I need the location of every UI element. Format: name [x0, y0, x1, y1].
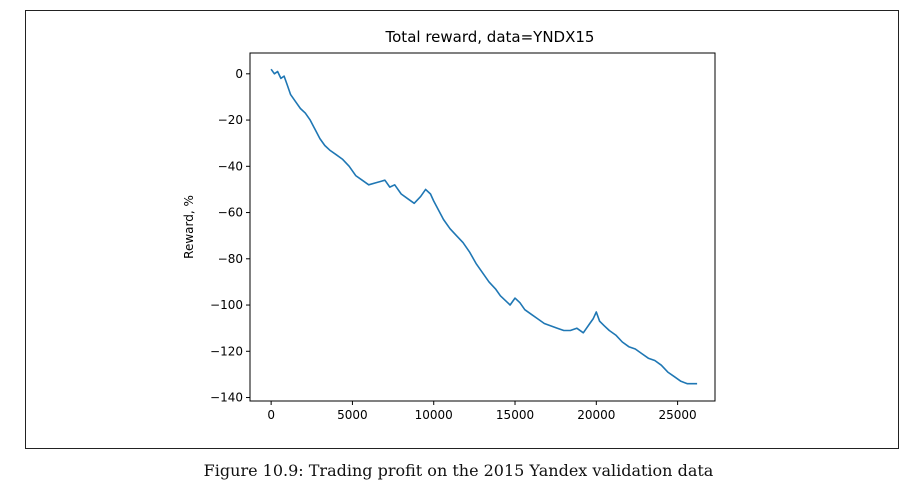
y-tick-label: 0: [235, 67, 243, 81]
x-tick-label: 10000: [415, 408, 453, 422]
x-tick-label: 15000: [496, 408, 534, 422]
x-axis: 0 5000 10000 15000 20000 25000: [267, 401, 697, 422]
y-tick-label: −120: [210, 344, 243, 358]
x-tick-label: 0: [267, 408, 275, 422]
y-tick-label: −80: [218, 252, 243, 266]
figure-frame: Total reward, data=YNDX15 0 5000 10000 1500…: [25, 10, 899, 449]
chart-title: Total reward, data=YNDX15: [385, 28, 595, 46]
figure-caption: Figure 10.9: Trading profit on the 2015 …: [203, 461, 714, 480]
line-chart: Total reward, data=YNDX15 0 5000 10000 1500…: [182, 28, 716, 422]
x-tick-label: 25000: [659, 408, 697, 422]
y-tick-label: −60: [218, 206, 243, 220]
y-axis: 0 −20 −40 −60 −80 −100 −120 −140: [210, 67, 250, 405]
y-tick-label: −20: [218, 113, 243, 127]
y-tick-label: −100: [210, 298, 243, 312]
x-tick-label: 5000: [337, 408, 368, 422]
y-axis-label: Reward, %: [182, 195, 196, 259]
y-tick-label: −140: [210, 391, 243, 405]
reward-series-line: [270, 68, 698, 385]
plot-area: [249, 52, 716, 402]
x-tick-label: 20000: [577, 408, 615, 422]
y-tick-label: −40: [218, 159, 243, 173]
